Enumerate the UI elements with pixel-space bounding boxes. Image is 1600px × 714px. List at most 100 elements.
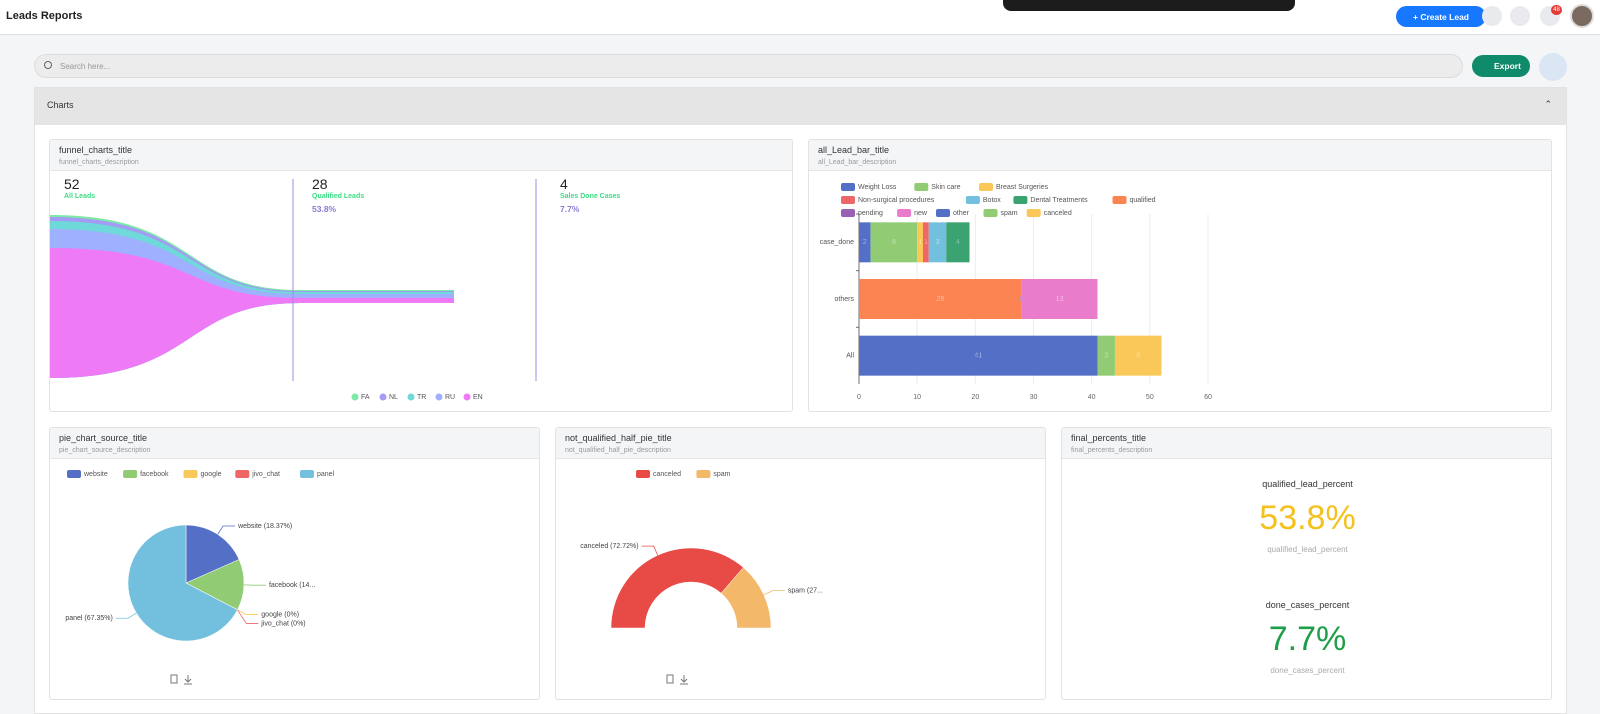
legend-label: spam <box>1001 210 1018 217</box>
pie-panel: pie_chart_source_title pie_chart_source_d… <box>49 427 540 700</box>
metric-caption: done_cases_percent <box>1270 666 1345 675</box>
slice-label: jivo_chat (0%) <box>260 620 305 627</box>
legend-swatch <box>463 393 471 401</box>
bar-value-label: 13 <box>1056 296 1064 303</box>
legend-swatch <box>841 196 855 204</box>
save-icon[interactable] <box>666 674 674 684</box>
stage-label: Sales Done Cases <box>560 193 621 200</box>
filter-button[interactable] <box>1539 53 1567 81</box>
section-header[interactable]: Charts ⌃ <box>35 88 1566 125</box>
pie-chart: website facebook google jivo_chat panel websi… <box>65 470 335 685</box>
legend-label: spam <box>713 471 730 478</box>
x-tick-label: 10 <box>913 394 921 401</box>
legend-label: Dental Treatments <box>1030 197 1088 204</box>
bar-value-label: 8 <box>1136 353 1140 360</box>
slice-label: google (0%) <box>261 611 299 618</box>
export-button[interactable]: Export <box>1472 55 1530 77</box>
language-button[interactable] <box>1482 6 1502 26</box>
legend-swatch <box>123 470 138 478</box>
theme-button[interactable] <box>1510 6 1530 26</box>
x-tick-label: 50 <box>1146 394 1154 401</box>
stage-count: 52 <box>64 176 80 192</box>
panel-description: not_qualified_half_pie_description <box>565 447 671 454</box>
slice-label: spam (27... <box>788 587 823 594</box>
panel-header: funnel_charts_title funnel_charts_descrip… <box>50 140 792 171</box>
stage-percent: 53.8% <box>312 204 337 214</box>
search-bar[interactable]: Search here... <box>34 54 1463 78</box>
panel-header: not_qualified_half_pie_title not_qualifie… <box>556 428 1045 459</box>
label-leader <box>763 590 785 596</box>
stage-label: All Leads <box>64 193 96 200</box>
x-tick-label: 60 <box>1204 394 1212 401</box>
label-leader <box>641 545 659 556</box>
legend-swatch <box>351 393 359 401</box>
bar-chart: 0102030405060case_doneothersAll281134280… <box>820 183 1212 401</box>
label-leader <box>115 612 137 619</box>
avatar[interactable] <box>1570 4 1594 28</box>
save-icon[interactable] <box>170 674 178 684</box>
legend-label: website <box>83 471 108 478</box>
download-icon[interactable] <box>680 675 688 685</box>
header: Leads Reports + Create Lead 48 <box>0 0 1600 35</box>
export-text: Export <box>1494 61 1521 71</box>
notification-badge: 48 <box>1551 5 1562 15</box>
stage-count: 28 <box>312 176 328 192</box>
legend-swatch <box>983 209 998 217</box>
search-icon <box>44 61 52 69</box>
legend-swatch <box>636 470 650 478</box>
legend-swatch <box>914 183 929 191</box>
legend-swatch <box>1013 196 1028 204</box>
legend-label: Botox <box>983 197 1001 204</box>
metric-value: 53.8% <box>1259 499 1356 537</box>
legend-label: new <box>914 210 928 217</box>
half-pie-panel: not_qualified_half_pie_title not_qualifie… <box>555 427 1046 700</box>
final-panel: final_percents_title final_percents_descr… <box>1061 427 1552 700</box>
half-pie-chart: canceled spam canceled (72.72%) spam (27... <box>580 470 823 685</box>
y-tick-label: All <box>846 353 854 360</box>
legend-swatch <box>407 393 415 401</box>
panel-title: final_percents_title <box>1071 433 1147 443</box>
section-title: Charts <box>47 100 74 110</box>
legend-swatch <box>435 393 443 401</box>
download-icon[interactable] <box>184 675 192 685</box>
legend-swatch <box>183 470 198 478</box>
create-lead-button[interactable]: + Create Lead <box>1396 6 1486 27</box>
stage-count: 4 <box>560 176 568 192</box>
bar-segment <box>917 222 923 263</box>
legend-label: google <box>201 471 222 478</box>
legend-label: canceled <box>653 471 681 478</box>
bar-segment <box>859 279 1022 319</box>
label-leader <box>217 525 236 535</box>
legend-label: Weight Loss <box>858 184 897 191</box>
bar-panel: all_Lead_bar_title all_Lead_bar_descripti… <box>808 139 1552 412</box>
panel-header: final_percents_title final_percents_descr… <box>1062 428 1551 459</box>
bar-segment <box>870 222 918 263</box>
search-placeholder: Search here... <box>60 62 111 71</box>
legend-swatch <box>1026 209 1041 217</box>
y-tick-label: others <box>835 296 855 303</box>
bar-segment <box>928 222 947 263</box>
legend-swatch <box>979 183 993 191</box>
panel-header: pie_chart_source_title pie_chart_source_d… <box>50 428 539 459</box>
legend-label: FA <box>361 394 370 401</box>
bar-segment <box>1097 335 1115 376</box>
legend-label: Non-surgical procedures <box>858 197 935 204</box>
legend-label: NL <box>389 394 398 401</box>
bar-value-label: 41 <box>974 353 982 360</box>
bar-segment <box>859 335 1098 376</box>
panel-description: pie_chart_source_description <box>59 447 151 454</box>
y-tick-label: case_done <box>820 239 854 246</box>
legend-swatch <box>67 470 81 478</box>
panel-description: final_percents_description <box>1071 447 1153 454</box>
funnel-band-en <box>50 248 454 378</box>
funnel-chart: FA NL TR RU EN <box>50 179 537 401</box>
legend-swatch <box>696 470 711 478</box>
legend-label: TR <box>417 394 426 401</box>
panel-description: all_Lead_bar_description <box>818 159 897 166</box>
slice-label: panel (67.35%) <box>65 615 112 622</box>
bar-value-label: 1 <box>924 239 928 246</box>
legend-label: Breast Surgeries <box>996 184 1049 191</box>
bar-segment <box>1114 335 1162 376</box>
bar-value-label: 4 <box>956 239 960 246</box>
